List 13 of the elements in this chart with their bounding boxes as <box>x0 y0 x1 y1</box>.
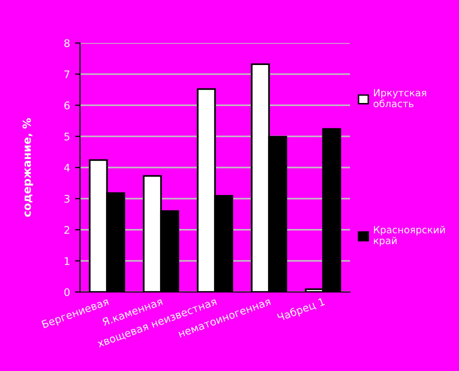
y-tick-label: 7 <box>64 70 70 78</box>
y-tick-label: 6 <box>64 101 70 110</box>
x-tick-label: Чабрец 1 <box>276 297 326 324</box>
legend-label: Иркутская область <box>374 89 426 108</box>
y-tick-label: 2 <box>64 226 70 234</box>
y-axis-title: содержание, % <box>22 118 34 217</box>
y-tick-label: 1 <box>64 257 70 265</box>
y-tick-label: 3 <box>64 194 70 203</box>
y-tick-label: 0 <box>64 288 70 296</box>
y-tick-label: 5 <box>64 132 70 140</box>
legend-label: Красноярский край <box>374 226 445 246</box>
y-tick-label: 4 <box>64 164 70 172</box>
y-tick-label: 8 <box>64 39 70 48</box>
